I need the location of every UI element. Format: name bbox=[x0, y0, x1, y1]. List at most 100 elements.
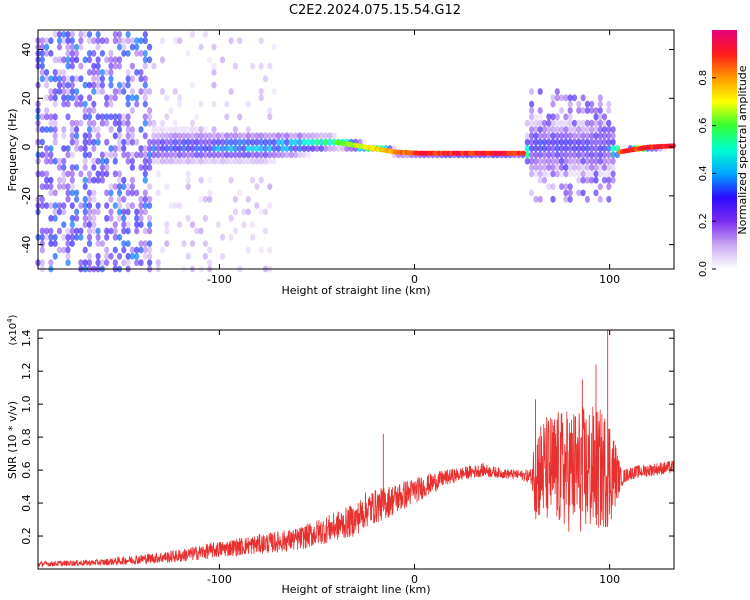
heatmap-cell bbox=[95, 138, 101, 146]
heatmap-cell bbox=[138, 75, 144, 83]
heatmap-cell bbox=[39, 240, 45, 248]
heatmap-cell bbox=[82, 202, 88, 210]
heatmap-cell bbox=[44, 75, 50, 83]
heatmap-cell bbox=[181, 151, 187, 159]
heatmap-cell bbox=[91, 75, 97, 83]
heatmap-cell bbox=[95, 132, 101, 140]
heatmap-cell bbox=[529, 145, 535, 152]
heatmap-cell bbox=[194, 145, 200, 152]
heatmap-cell bbox=[597, 157, 603, 165]
heatmap-cell bbox=[86, 195, 93, 203]
heatmap-cell bbox=[232, 227, 238, 235]
heatmap-cell bbox=[584, 138, 591, 146]
heatmap-cell bbox=[56, 176, 63, 184]
heatmap-cell bbox=[172, 138, 178, 146]
heatmap-cell bbox=[142, 164, 148, 171]
heatmap-cell bbox=[44, 176, 50, 184]
heatmap-cell bbox=[202, 31, 208, 38]
heatmap-cell bbox=[267, 157, 273, 165]
heatmap-cell bbox=[125, 100, 131, 108]
heatmap-cell bbox=[86, 138, 93, 146]
heatmap-cell bbox=[567, 195, 573, 203]
heatmap-cell bbox=[589, 151, 595, 159]
heatmap-cell bbox=[69, 132, 75, 140]
heatmap-cell bbox=[69, 202, 75, 210]
spectrogram-ridge bbox=[334, 139, 676, 156]
heatmap-cell bbox=[82, 208, 88, 216]
heatmap-cell bbox=[129, 252, 135, 260]
heatmap-cell bbox=[138, 208, 144, 216]
heatmap-cell bbox=[215, 145, 221, 152]
heatmap-cell bbox=[597, 107, 603, 114]
heatmap-cell bbox=[567, 145, 573, 152]
heatmap-cell bbox=[61, 164, 67, 171]
heatmap-cell bbox=[168, 138, 174, 146]
heatmap-cell bbox=[541, 151, 548, 159]
heatmap-cell bbox=[95, 37, 101, 45]
heatmap-cell bbox=[159, 56, 166, 64]
heatmap-cell bbox=[95, 176, 101, 184]
heatmap-cell bbox=[524, 157, 530, 165]
heatmap-cell bbox=[104, 100, 110, 108]
heatmap-cell bbox=[82, 183, 88, 191]
heatmap-cell bbox=[86, 113, 93, 121]
heatmap-cell bbox=[546, 151, 552, 159]
heatmap-cell bbox=[563, 195, 569, 203]
heatmap-cell bbox=[61, 56, 67, 64]
heatmap-cell bbox=[74, 138, 80, 146]
heatmap-cell bbox=[74, 227, 80, 235]
heatmap-cell bbox=[237, 113, 243, 121]
heatmap-cell bbox=[177, 157, 183, 165]
heatmap-cell bbox=[125, 138, 131, 146]
heatmap-cell bbox=[78, 170, 84, 178]
heatmap-cell bbox=[310, 145, 316, 152]
snr-panel: -100 0 100 0.2 0.4 0.6 0.8 1.0 1.2 1.4 Height of… bbox=[6, 314, 675, 596]
heatmap-cell bbox=[74, 208, 80, 216]
heatmap-cell bbox=[571, 138, 578, 146]
heatmap-cell bbox=[116, 252, 123, 260]
heatmap-cell bbox=[142, 132, 148, 140]
heatmap-cell bbox=[129, 37, 135, 45]
heatmap-cell bbox=[95, 88, 101, 95]
heatmap-cell bbox=[82, 259, 88, 267]
heatmap-cell bbox=[112, 31, 118, 38]
heatmap-cell bbox=[576, 107, 582, 114]
heatmap-cell bbox=[78, 31, 84, 38]
heatmap-cell bbox=[194, 138, 200, 146]
heatmap-cell bbox=[250, 221, 256, 229]
heatmap-cell bbox=[69, 138, 75, 146]
heatmap-cell bbox=[546, 119, 552, 127]
heatmap-cell bbox=[159, 132, 166, 140]
heatmap-cell bbox=[601, 119, 608, 127]
heatmap-cell bbox=[297, 132, 303, 140]
heatmap-cell bbox=[134, 252, 140, 260]
heatmap-cell bbox=[95, 113, 101, 121]
heatmap-cell bbox=[571, 151, 578, 159]
heatmap-cell bbox=[116, 208, 123, 216]
heatmap-cell bbox=[262, 75, 269, 83]
heatmap-cell bbox=[301, 138, 307, 146]
heatmap-cell bbox=[52, 113, 58, 121]
heatmap-cell bbox=[86, 240, 93, 248]
heatmap-cell bbox=[601, 132, 608, 140]
heatmap-cell bbox=[554, 170, 560, 178]
heatmap-cell bbox=[177, 145, 183, 152]
heatmap-cell bbox=[559, 132, 565, 140]
heatmap-cell bbox=[138, 151, 144, 159]
heatmap-cell bbox=[189, 132, 196, 140]
heatmap-cell bbox=[275, 132, 281, 140]
heatmap-cell bbox=[121, 221, 127, 229]
y-tick-label: -40 bbox=[20, 236, 33, 254]
heatmap-cell bbox=[99, 81, 105, 89]
heatmap-cell bbox=[61, 233, 67, 241]
heatmap-cell bbox=[112, 56, 118, 64]
heatmap-cell bbox=[95, 240, 101, 248]
heatmap-cell bbox=[232, 145, 238, 152]
heatmap-cell bbox=[288, 151, 294, 159]
heatmap-cell bbox=[39, 259, 45, 267]
heatmap-cell bbox=[147, 240, 153, 248]
heatmap-cell bbox=[262, 138, 269, 146]
heatmap-cell bbox=[537, 113, 543, 121]
heatmap-cell bbox=[78, 145, 84, 152]
heatmap-cell bbox=[61, 81, 67, 89]
